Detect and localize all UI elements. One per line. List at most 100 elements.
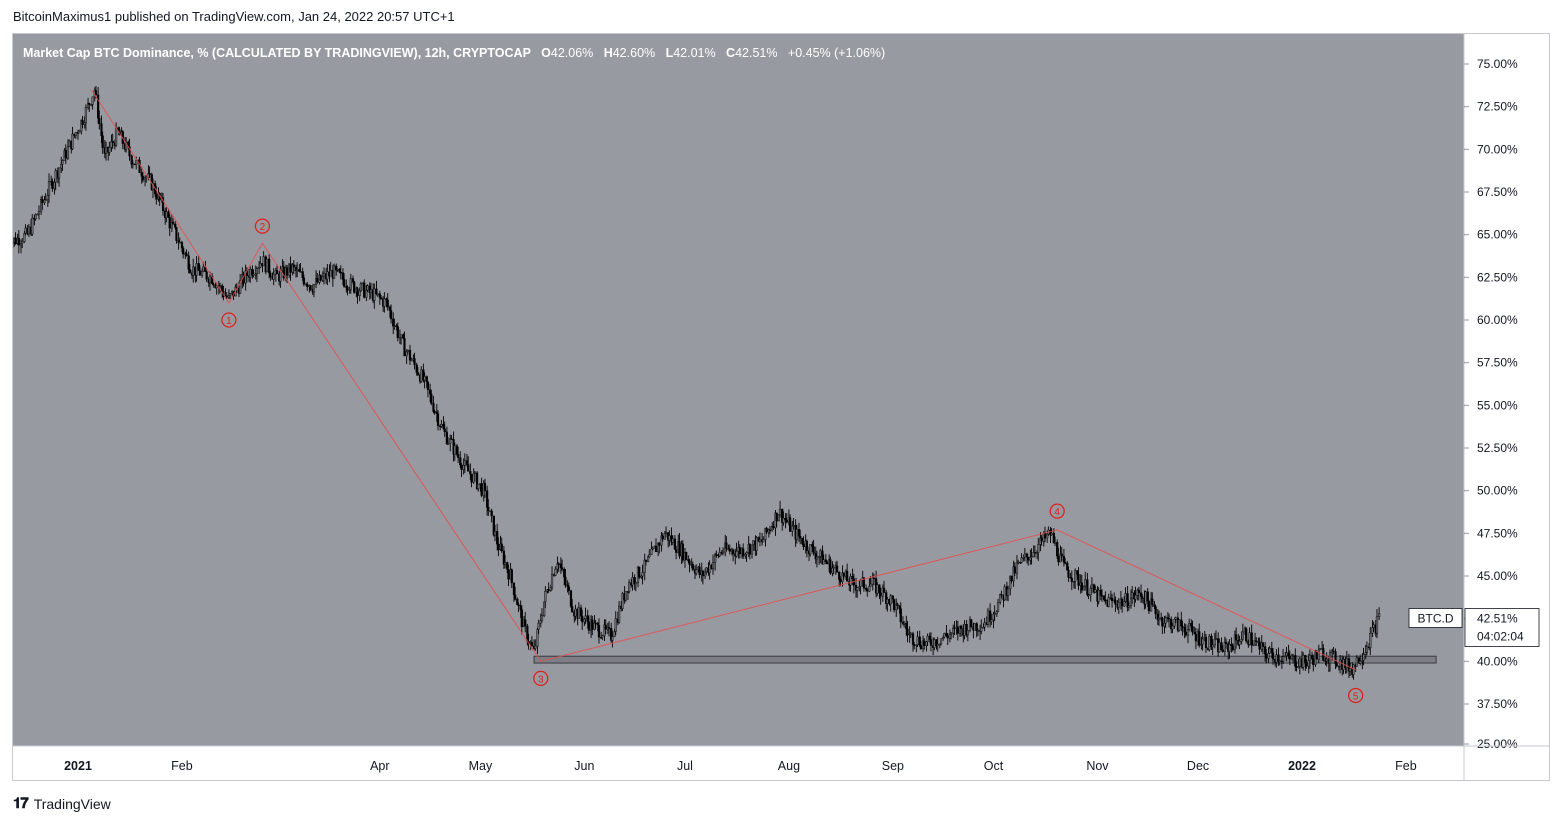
- candle-body: [61, 160, 64, 165]
- candle-body: [114, 127, 118, 146]
- candle-body: [1332, 650, 1335, 652]
- candle-body: [1359, 660, 1362, 664]
- candle-body: [1074, 570, 1077, 582]
- candle-body: [148, 173, 151, 175]
- candle-body: [1355, 657, 1358, 667]
- candle-body: [43, 199, 46, 203]
- candle-body: [483, 483, 487, 491]
- candle-body: [996, 602, 1000, 612]
- candle-body: [1294, 655, 1297, 667]
- candle-body: [825, 561, 829, 565]
- support-zone[interactable]: [533, 655, 1437, 664]
- candle-body: [872, 577, 876, 580]
- candle-body: [624, 591, 627, 601]
- candle-body: [547, 589, 550, 591]
- candle-body: [745, 552, 748, 555]
- candle-body: [1082, 585, 1086, 591]
- candle-body: [906, 628, 909, 635]
- wave-label-3[interactable]: 3: [533, 670, 549, 687]
- candle-body: [703, 571, 707, 577]
- candle-body: [1281, 656, 1285, 662]
- candle-body: [174, 223, 177, 228]
- candle-body: [272, 274, 275, 280]
- candle-body: [1146, 591, 1149, 602]
- candle-body: [688, 560, 691, 565]
- candle-body: [339, 271, 342, 274]
- candle-body: [195, 263, 198, 276]
- candle-body: [925, 641, 928, 646]
- candle-body: [472, 473, 475, 483]
- tradingview-brand[interactable]: 𝟏𝟕 TradingView: [13, 795, 111, 812]
- candle-body: [735, 550, 738, 557]
- candle-body: [192, 266, 195, 276]
- price-badge[interactable]: BTC.D 42.51% 04:02:04: [1408, 608, 1540, 647]
- wave-count-line[interactable]: [90, 89, 1356, 671]
- candle-body: [443, 428, 446, 433]
- candle-body: [718, 551, 721, 557]
- candle-body: [1107, 597, 1110, 607]
- candle-body: [225, 295, 228, 298]
- candle-body: [336, 268, 339, 271]
- candle-body: [728, 548, 731, 552]
- time-tick-label: Apr: [370, 759, 389, 773]
- candle-body: [691, 564, 694, 570]
- candle-body: [1178, 619, 1181, 631]
- candle-body: [1375, 616, 1379, 634]
- candle-body: [475, 472, 479, 489]
- wave-label-5[interactable]: 5: [1348, 687, 1364, 704]
- candle-body: [768, 529, 772, 531]
- candle-body: [526, 625, 529, 642]
- candle-body: [1099, 589, 1102, 596]
- candle-body: [229, 293, 232, 296]
- candle-body: [577, 607, 580, 619]
- time-axis[interactable]: 2021 Feb Apr May Jun Jul Aug Sep Oct Nov Dec 2022 Fe…: [13, 745, 1549, 773]
- close-value: 42.51%: [735, 46, 778, 60]
- candle-body: [27, 226, 30, 235]
- candle-body: [963, 624, 966, 636]
- candle-body: [8, 243, 10, 246]
- candle-body: [296, 269, 299, 271]
- candle-body: [1235, 634, 1238, 641]
- candle-body: [1151, 598, 1154, 605]
- wave-label-4[interactable]: 4: [1049, 503, 1065, 519]
- candle-body: [705, 567, 708, 573]
- candle-body: [1228, 644, 1231, 652]
- candle-body: [1372, 624, 1375, 628]
- candle-body: [905, 622, 908, 630]
- wave-label-2[interactable]: 2: [254, 218, 271, 234]
- candle-body: [1053, 542, 1057, 544]
- candle-body: [406, 349, 409, 352]
- candle-body: [470, 474, 473, 483]
- candle-body: [19, 243, 23, 246]
- candle-body: [175, 227, 178, 241]
- candle-body: [1369, 633, 1372, 648]
- candle-body: [239, 280, 242, 294]
- wave-label-text: 4: [1054, 507, 1060, 518]
- candle-body: [1310, 654, 1314, 659]
- wave-label-1[interactable]: 1: [221, 312, 237, 328]
- candle-body: [1305, 662, 1308, 667]
- wave-label-text: 5: [1353, 691, 1359, 702]
- candle-body: [785, 519, 788, 523]
- candle-body: [353, 281, 356, 293]
- candle-body: [633, 577, 636, 584]
- plot-area[interactable]: [13, 34, 1464, 746]
- candle-body: [7, 243, 9, 244]
- candle-body: [1126, 593, 1129, 608]
- candle-body: [725, 542, 728, 550]
- candle-body: [560, 567, 564, 570]
- candle-body: [946, 635, 949, 639]
- candle-body: [436, 413, 440, 426]
- candle-body: [1046, 533, 1049, 539]
- candle-body: [797, 529, 801, 537]
- price-axis[interactable]: 25.00%37.50%40.00%42.50%45.00%47.50%50.0…: [1463, 34, 1518, 781]
- candle-body: [1278, 660, 1281, 663]
- candle-body: [975, 623, 978, 632]
- candle-body: [141, 176, 145, 181]
- candle-body: [1121, 598, 1124, 607]
- candle-body: [1255, 640, 1258, 643]
- candle-body: [849, 576, 852, 586]
- candle-body: [57, 167, 61, 179]
- candle-body: [1006, 588, 1010, 596]
